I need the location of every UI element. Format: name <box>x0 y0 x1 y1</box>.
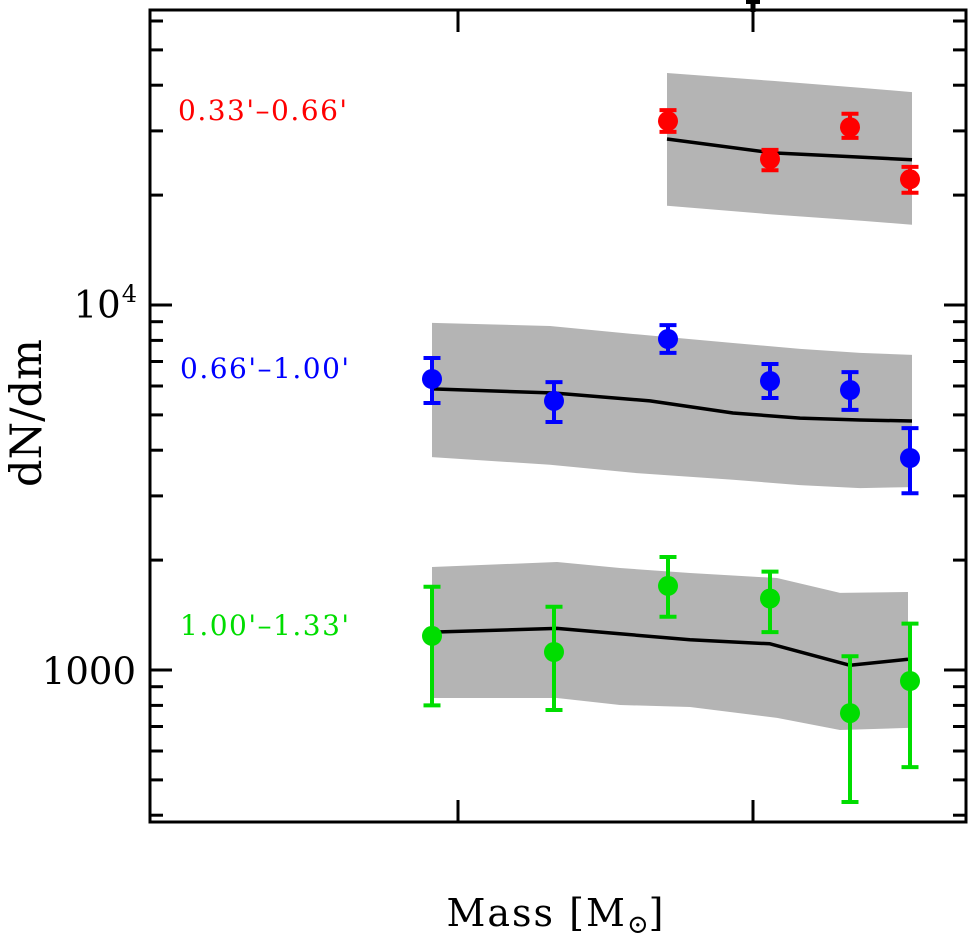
bin-0.33-0.66-confidence-band <box>667 73 912 225</box>
legend-label-bin-0.66-1.00: 0.66'–1.00' <box>180 352 351 385</box>
bin-0.33-0.66-data-point <box>760 149 780 170</box>
cropped-title-remnant-cap <box>746 0 760 4</box>
bin-0.66-1.00-data-point <box>900 448 920 468</box>
y-tick-label-1e4-exponent: 4 <box>121 280 137 308</box>
sun-symbol: ⊙ <box>626 910 649 938</box>
y-tick-label-1000: 1000 <box>41 650 136 693</box>
bin-0.66-1.00-data-point <box>544 390 564 411</box>
bin-0.33-0.66-data-point <box>840 117 860 138</box>
bin-1.00-1.33-data-point <box>544 642 564 662</box>
y-tick-label-1e4: 104 <box>52 280 137 327</box>
legend-label-bin-0.33-0.66: 0.33'–0.66' <box>178 94 349 127</box>
cropped-title-remnant-stem <box>750 0 756 12</box>
x-axis-title-bracket: ] <box>648 891 666 935</box>
bin-1.00-1.33-data-point <box>840 703 860 724</box>
bin-1.00-1.33-data-point <box>900 671 920 691</box>
x-axis-title-text: Mass [M <box>446 891 627 935</box>
bin-1.00-1.33-data-point <box>422 625 442 646</box>
y-axis-title: dN/dm <box>2 339 52 487</box>
bin-0.33-0.66-data-point <box>900 169 920 190</box>
bin-1.00-1.33-data-point <box>760 588 780 609</box>
y-tick-label-1e4-base: 10 <box>73 283 121 327</box>
bin-0.66-1.00-data-point <box>760 371 780 391</box>
bin-1.00-1.33-model-line <box>431 626 909 668</box>
bin-0.66-1.00-data-point <box>840 380 860 400</box>
bin-0.66-1.00-data-point <box>422 369 442 389</box>
bin-1.00-1.33-data-point <box>658 575 678 596</box>
bin-0.33-0.66-model-line <box>666 137 913 162</box>
legend-label-bin-1.00-1.33: 1.00'–1.33' <box>180 609 351 642</box>
x-axis-title: Mass [M⊙] <box>446 891 666 938</box>
bin-0.33-0.66-data-point <box>658 111 678 132</box>
bin-0.66-1.00-data-point <box>658 329 678 349</box>
bin-1.00-1.33-confidence-band <box>432 562 908 730</box>
